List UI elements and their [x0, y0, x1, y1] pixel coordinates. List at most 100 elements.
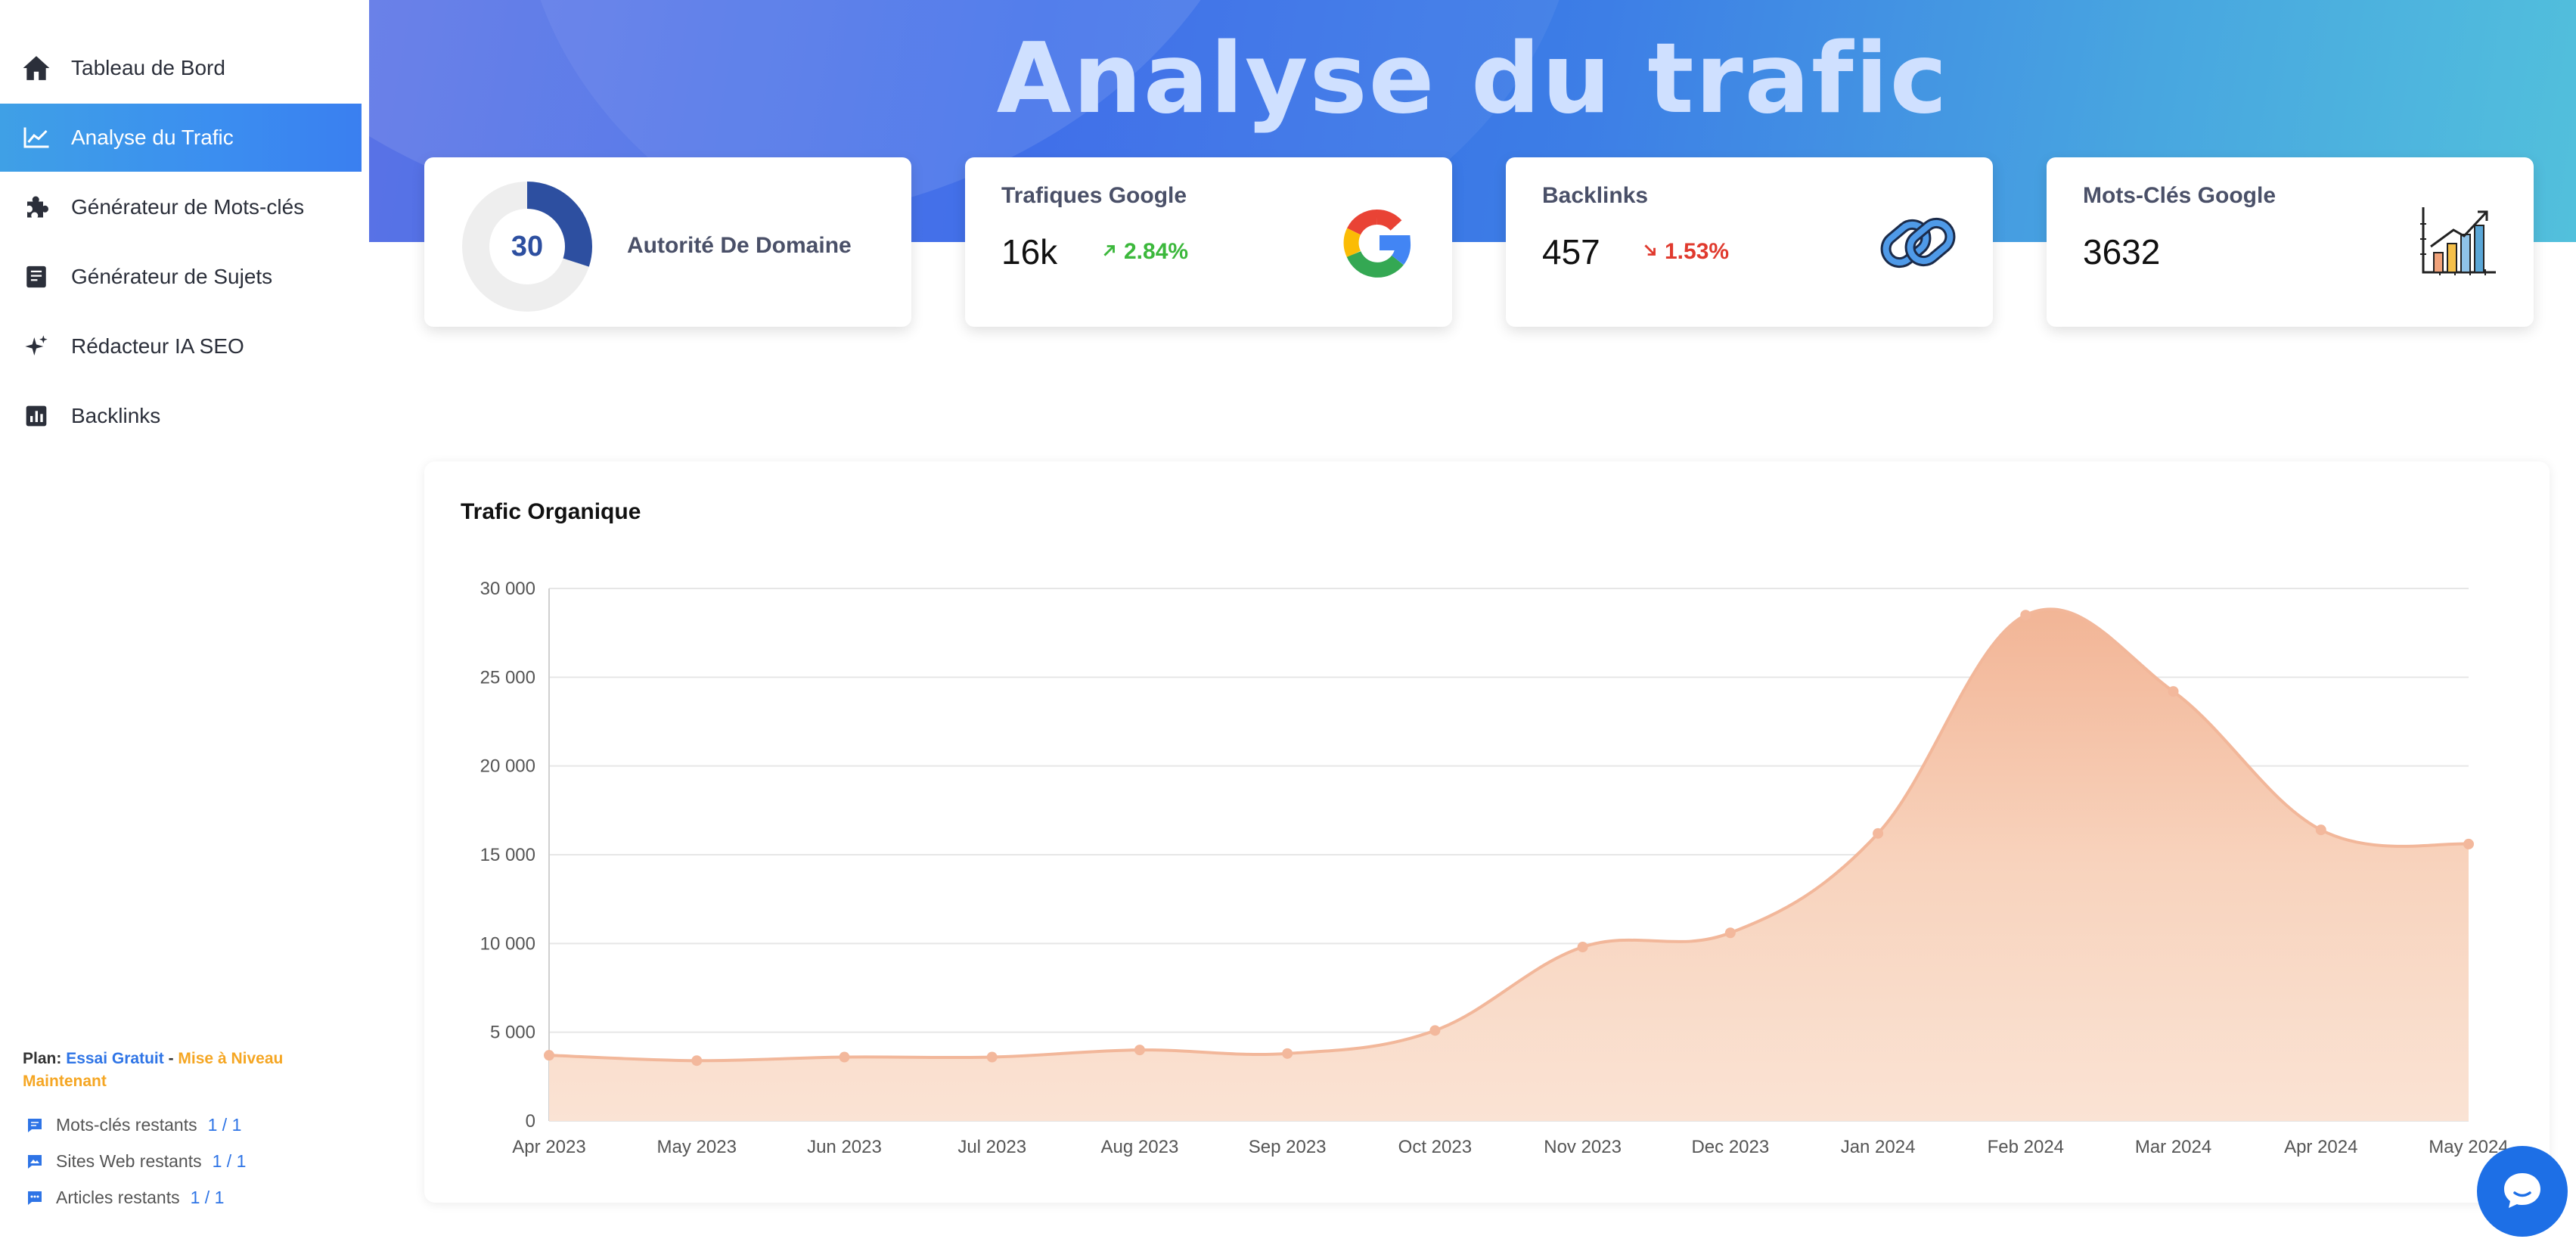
puzzle-icon: [21, 192, 51, 222]
plan-prefix: Plan:: [23, 1050, 67, 1067]
card-title: Mots-Clés Google: [2083, 183, 2277, 208]
domain-authority-gauge: [462, 182, 592, 312]
y-tick-label: 15 000: [480, 845, 535, 865]
y-tick-label: 10 000: [480, 933, 535, 954]
data-point: [2168, 686, 2179, 697]
chat-button[interactable]: [2477, 1146, 2568, 1237]
quota-websites: Sites Web restants 1 / 1: [26, 1151, 246, 1172]
data-point: [986, 1051, 998, 1063]
area-fill: [549, 609, 2469, 1121]
card-value: 3632: [2083, 232, 2161, 272]
card-value: 457: [1542, 232, 1600, 272]
keywords-card: Mots-Clés Google 3632: [2047, 157, 2534, 327]
quota-label: Articles restants: [56, 1188, 180, 1207]
data-point: [544, 1050, 554, 1061]
plan-trial-link[interactable]: Essai Gratuit: [66, 1050, 164, 1067]
notebook-icon: [21, 262, 51, 292]
x-tick-label: Mar 2024: [2135, 1137, 2211, 1157]
x-tick-label: Dec 2023: [1691, 1137, 1769, 1157]
data-point: [1577, 942, 1588, 953]
y-tick-label: 30 000: [480, 579, 535, 599]
sidebar: Tableau de Bord Analyse du Trafic Généra…: [0, 0, 363, 1242]
data-point: [2463, 838, 2474, 849]
line-chart-icon: [21, 123, 51, 153]
home-icon: [21, 53, 51, 83]
x-tick-label: Oct 2023: [1398, 1137, 1472, 1157]
sidebar-item-backlinks[interactable]: Backlinks: [0, 382, 362, 450]
data-point: [1134, 1045, 1145, 1056]
x-tick-label: Aug 2023: [1101, 1137, 1179, 1157]
bar-chart-icon: [21, 401, 51, 431]
x-tick-label: May 2023: [657, 1137, 737, 1157]
sidebar-item-keyword-generator[interactable]: Générateur de Mots-clés: [0, 173, 362, 241]
data-point: [1724, 927, 1736, 939]
change-value: 2.84%: [1124, 239, 1189, 264]
y-tick-label: 25 000: [480, 667, 535, 688]
message-icon: [26, 1116, 44, 1135]
quota-label: Sites Web restants: [56, 1151, 202, 1171]
growth-chart-icon: [2420, 207, 2496, 275]
y-tick-label: 20 000: [480, 756, 535, 777]
plan-info: Plan: Essai Gratuit - Mise à Niveau Main…: [23, 1048, 325, 1093]
data-point: [1282, 1048, 1293, 1059]
quota-value: 1 / 1: [207, 1115, 242, 1135]
card-value: 16k: [1001, 232, 1058, 272]
chart-title: Trafic Organique: [461, 499, 641, 524]
x-tick-label: Jul 2023: [957, 1137, 1026, 1157]
x-tick-label: Jan 2024: [1841, 1137, 1916, 1157]
image-message-icon: [26, 1153, 44, 1171]
change-badge-down: 1.53%: [1642, 239, 1729, 265]
upgrade-now-link[interactable]: Mise à Niveau Maintenant: [23, 1050, 284, 1090]
data-point: [1873, 827, 1884, 839]
quota-label: Mots-clés restants: [56, 1115, 197, 1135]
comment-icon: [26, 1189, 44, 1207]
x-tick-label: Feb 2024: [1988, 1137, 2064, 1157]
data-point: [2020, 610, 2031, 621]
sidebar-item-label: Tableau de Bord: [71, 56, 225, 79]
card-title: Backlinks: [1542, 183, 1649, 208]
quota-keywords: Mots-clés restants 1 / 1: [26, 1115, 241, 1135]
x-tick-label: Nov 2023: [1544, 1137, 1622, 1157]
quota-value: 1 / 1: [190, 1188, 225, 1207]
y-tick-label: 0: [526, 1111, 535, 1132]
change-value: 1.53%: [1665, 239, 1730, 264]
organic-traffic-panel: Trafic Organique 0 5 000 10 000 15 000 20 00…: [424, 461, 2550, 1203]
organic-traffic-chart: 0 5 000 10 000 15 000 20 000 25 000 30 000 Apr …: [480, 579, 2509, 1157]
x-tick-label: Jun 2023: [807, 1137, 882, 1157]
change-badge-up: 2.84%: [1101, 239, 1188, 265]
sidebar-item-label: Backlinks: [71, 404, 161, 427]
sidebar-item-dashboard[interactable]: Tableau de Bord: [0, 34, 362, 102]
sidebar-item-traffic-analysis[interactable]: Analyse du Trafic: [0, 104, 362, 172]
arrow-down-right-icon: [1642, 239, 1659, 265]
y-tick-label: 5 000: [490, 1023, 535, 1043]
backlinks-card: Backlinks 457 1.53%: [1506, 157, 1993, 327]
sidebar-item-label: Générateur de Mots-clés: [71, 195, 305, 219]
plan-separator: -: [163, 1050, 178, 1067]
domain-authority-value: 30: [511, 230, 544, 262]
sidebar-item-topic-generator[interactable]: Générateur de Sujets: [0, 243, 362, 311]
data-point: [2315, 824, 2326, 836]
chat-icon: [2498, 1166, 2547, 1218]
quota-value: 1 / 1: [212, 1151, 247, 1171]
sidebar-item-label: Rédacteur IA SEO: [71, 334, 244, 358]
google-traffic-card: Trafiques Google 16k 2.84%: [965, 157, 1452, 327]
google-icon: [1343, 210, 1411, 278]
quota-articles: Articles restants 1 / 1: [26, 1188, 224, 1208]
x-tick-label: Apr 2024: [2284, 1137, 2357, 1157]
sparkle-icon: [21, 331, 51, 362]
x-tick-label: Apr 2023: [512, 1137, 585, 1157]
page-title: Analyse du trafic: [996, 23, 1949, 135]
domain-authority-label: Autorité De Domaine: [627, 233, 852, 258]
domain-authority-card: 30 Autorité De Domaine: [424, 157, 911, 327]
arrow-up-right-icon: [1101, 239, 1118, 265]
series-line: [548, 607, 2469, 1063]
data-point: [1429, 1025, 1441, 1036]
chain-link-icon: [1880, 217, 1956, 269]
data-point: [839, 1051, 850, 1063]
sidebar-item-label: Analyse du Trafic: [71, 126, 234, 149]
data-point: [691, 1055, 703, 1067]
sidebar-item-label: Générateur de Sujets: [71, 265, 273, 288]
sidebar-item-ai-seo-writer[interactable]: Rédacteur IA SEO: [0, 312, 362, 380]
card-title: Trafiques Google: [1001, 183, 1187, 208]
x-tick-label: Sep 2023: [1249, 1137, 1327, 1157]
